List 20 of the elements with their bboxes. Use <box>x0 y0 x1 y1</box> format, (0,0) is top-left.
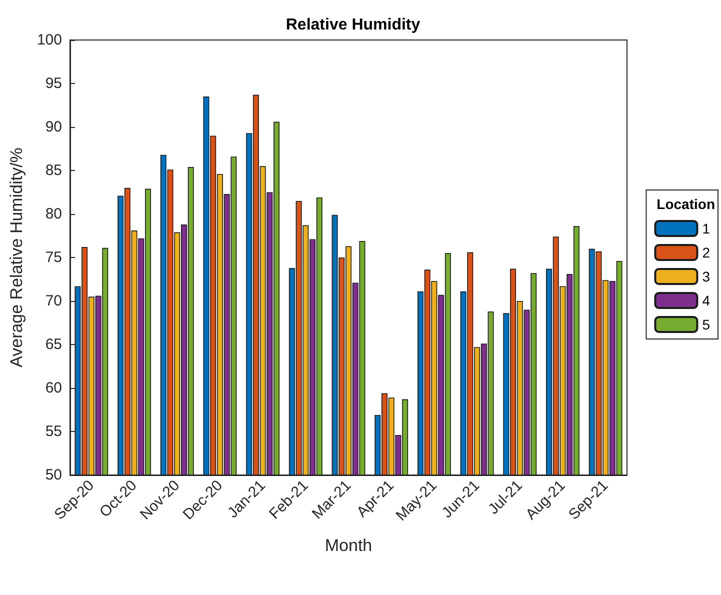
legend-label: 3 <box>702 268 710 284</box>
legend-title: Location <box>656 196 716 212</box>
y-tick-label: 65 <box>45 336 62 353</box>
y-tick-label: 90 <box>45 118 62 136</box>
y-tick-label: 95 <box>45 75 62 92</box>
y-tick-label: 75 <box>45 249 62 266</box>
y-tick-label: 85 <box>45 162 62 179</box>
legend-label: 2 <box>702 244 710 260</box>
legend-label: 5 <box>702 316 710 332</box>
y-tick-label: 70 <box>45 292 62 310</box>
y-tick-label: 55 <box>45 423 62 440</box>
y-tick-label: 80 <box>45 206 62 222</box>
y-axis-title: Average Relative Humidity/% <box>7 148 26 368</box>
legend-label: 1 <box>702 220 710 236</box>
legend-label: 4 <box>702 292 710 308</box>
x-axis-title: Month <box>324 536 372 555</box>
y-tick-label: 60 <box>45 380 62 396</box>
y-tick-label: 50 <box>45 466 62 484</box>
y-tick-label: 100 <box>36 32 62 48</box>
chart-title: Relative Humidity <box>286 16 420 34</box>
